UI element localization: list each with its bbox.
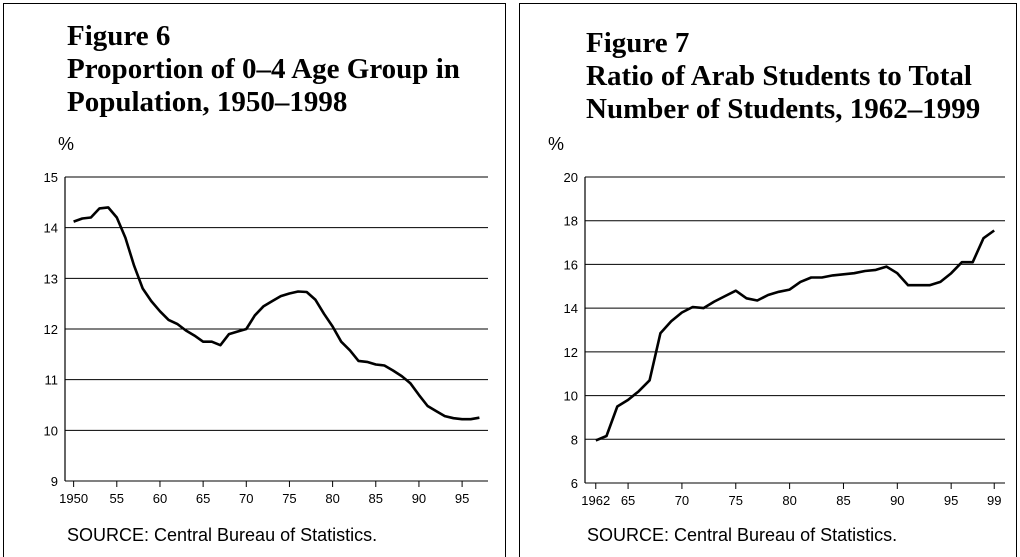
y-tick-label: 12: [564, 345, 578, 360]
x-tick-label: 65: [621, 493, 635, 508]
y-tick-label: 12: [44, 322, 58, 337]
x-tick-label: 95: [944, 493, 958, 508]
chart-subtitle: Proportion of 0–4 Age Group in Populatio…: [67, 53, 460, 118]
x-tick-label: 85: [369, 491, 383, 506]
x-tick-label: 90: [412, 491, 426, 506]
chart-title: Figure 6: [67, 20, 171, 52]
x-tick-label: 80: [325, 491, 339, 506]
x-tick-label: 60: [153, 491, 167, 506]
x-tick-label: 55: [110, 491, 124, 506]
title-block: Figure 6 Proportion of 0–4 Age Group in P…: [67, 20, 497, 119]
panel-border: [3, 3, 506, 557]
data-line: [595, 229, 995, 442]
x-tick-label: 90: [890, 493, 904, 508]
y-axis-label: %: [548, 134, 564, 154]
x-tick-label: 95: [455, 491, 469, 506]
x-tick-label: 75: [729, 493, 743, 508]
y-tick-label: 13: [44, 271, 58, 286]
y-tick-label: 9: [51, 474, 58, 489]
y-tick-label: 10: [564, 389, 578, 404]
data-line: [73, 206, 480, 421]
y-axis-label: %: [58, 134, 74, 154]
x-tick-label: 75: [282, 491, 296, 506]
y-tick-label: 16: [564, 257, 578, 272]
title-block: Figure 7 Ratio of Arab Students to Total …: [586, 27, 1016, 126]
y-tick-label: 8: [571, 432, 578, 447]
y-tick-label: 18: [564, 214, 578, 229]
chart-title: Figure 7: [586, 27, 690, 59]
y-tick-label: 15: [44, 170, 58, 185]
x-tick-label: 70: [675, 493, 689, 508]
chart-subtitle: Ratio of Arab Students to Total Number o…: [586, 60, 981, 125]
panel-border: [519, 3, 1017, 557]
source-note: SOURCE: Central Bureau of Statistics.: [67, 525, 377, 545]
source-note: SOURCE: Central Bureau of Statistics.: [587, 525, 897, 545]
x-tick-label: 80: [782, 493, 796, 508]
x-tick-label: 65: [196, 491, 210, 506]
y-tick-label: 10: [44, 423, 58, 438]
y-tick-label: 14: [564, 301, 578, 316]
x-tick-label: 85: [836, 493, 850, 508]
x-tick-label: 70: [239, 491, 253, 506]
x-tick-label: 1950: [59, 491, 88, 506]
y-tick-label: 20: [564, 170, 578, 185]
x-tick-label: 99: [987, 493, 1001, 508]
y-tick-label: 6: [571, 476, 578, 491]
y-tick-label: 11: [45, 373, 59, 388]
y-tick-label: 14: [44, 221, 58, 236]
x-tick-label: 1962: [581, 493, 610, 508]
